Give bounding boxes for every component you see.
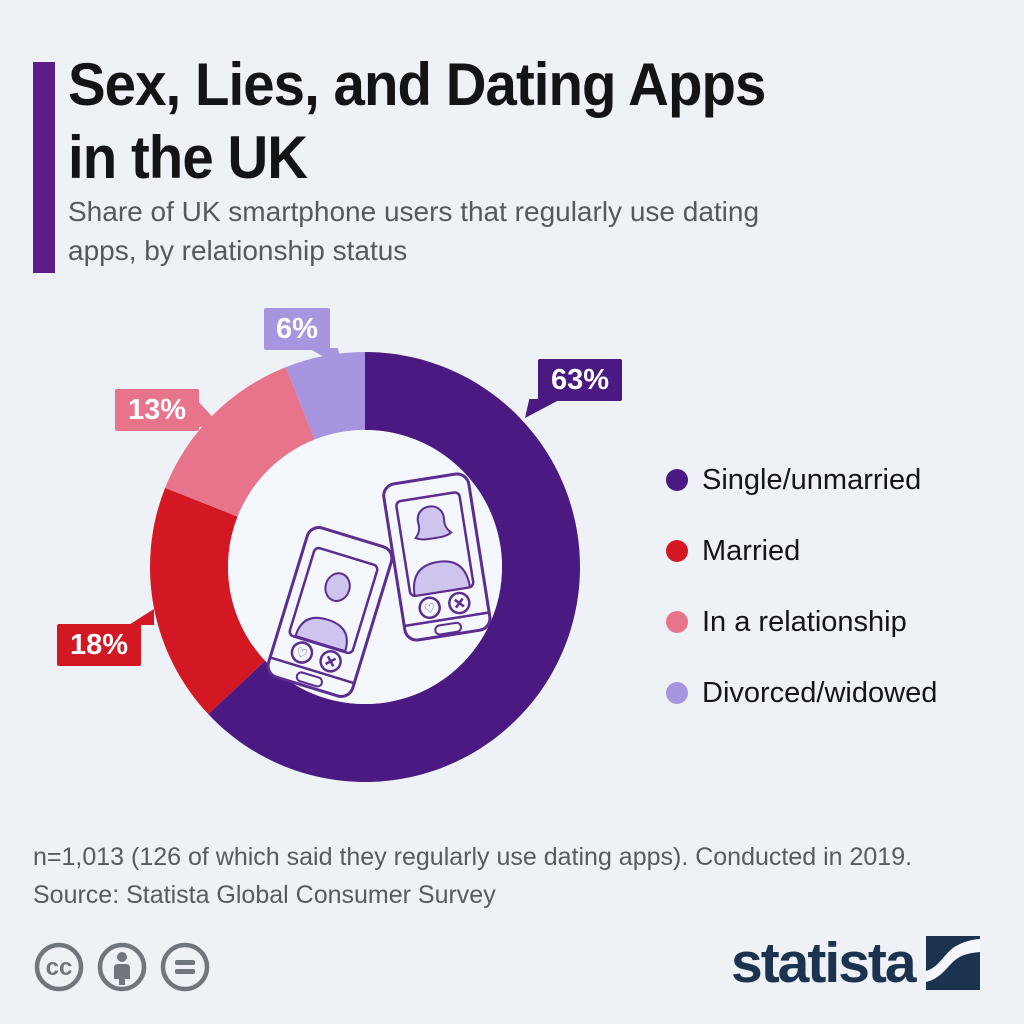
svg-text:cc: cc	[46, 954, 73, 981]
sample-note: n=1,013 (126 of which said they regularl…	[33, 843, 913, 871]
callout-in-a-relationship: 13%	[115, 389, 217, 431]
x-icon	[325, 655, 337, 667]
x-icon	[454, 597, 465, 609]
source-note: Source: Statista Global Consumer Survey	[33, 881, 496, 909]
legend-dot	[666, 540, 688, 562]
callout-value: 6%	[276, 312, 318, 345]
legend-dot	[666, 611, 688, 633]
subtitle-line-1: Share of UK smartphone users that regula…	[68, 196, 760, 227]
legend-item-in-a-relationship: In a relationship	[666, 600, 937, 644]
callout-value: 18%	[69, 628, 129, 661]
callout-married: 18%	[57, 609, 154, 666]
footnote: n=1,013 (126 of which said they regularl…	[33, 838, 912, 914]
heart-icon: ♡	[294, 644, 310, 662]
legend-item-divorced-widowed: Divorced/widowed	[666, 671, 937, 715]
legend-item-single-unmarried: Single/unmarried	[666, 458, 937, 502]
callout-value: 13%	[127, 393, 187, 426]
legend-dot	[666, 682, 688, 704]
legend-label: Single/unmarried	[702, 463, 922, 496]
title-line-2: in the UK	[68, 124, 308, 191]
slice-divorced-widowed	[285, 352, 365, 440]
cc-by-icon[interactable]	[96, 941, 148, 993]
title-line-1: Sex, Lies, and Dating Apps	[68, 51, 766, 118]
slice-single-unmarried	[208, 352, 580, 782]
dating-phone-right-illustration: ♡	[382, 472, 492, 642]
cc-icon[interactable]: cc	[33, 941, 85, 993]
legend: Single/unmarried Married In a relationsh…	[666, 458, 937, 742]
heart-icon: ♡	[423, 600, 437, 617]
legend-label: Married	[702, 534, 801, 567]
dating-phone-left-illustration: ♡	[266, 526, 394, 698]
license-badges[interactable]: cc	[33, 941, 211, 993]
legend-label: In a relationship	[702, 605, 907, 638]
donut-slices	[150, 352, 580, 782]
title-accent-bar	[33, 62, 55, 273]
slice-in-a-relationship	[165, 367, 315, 517]
cc-nd-icon[interactable]	[159, 941, 211, 993]
statista-wordmark: statista	[731, 931, 917, 995]
callout-single-unmarried: 63%	[525, 359, 622, 418]
page-title: Sex, Lies, and Dating Apps in the UK	[68, 48, 766, 194]
legend-label: Divorced/widowed	[702, 676, 938, 709]
statista-logo[interactable]: statista	[731, 934, 980, 992]
statista-logo-mark	[925, 936, 980, 990]
legend-item-married: Married	[666, 529, 937, 573]
legend-dot	[666, 469, 688, 491]
callout-value: 63%	[550, 363, 610, 396]
subtitle-line-2: apps, by relationship status	[68, 235, 408, 266]
slice-married	[150, 487, 266, 715]
callout-divorced-widowed: 6%	[264, 308, 342, 367]
profile-head	[414, 505, 453, 541]
page-subtitle: Share of UK smartphone users that regula…	[68, 192, 759, 270]
profile-shoulders	[412, 560, 472, 598]
